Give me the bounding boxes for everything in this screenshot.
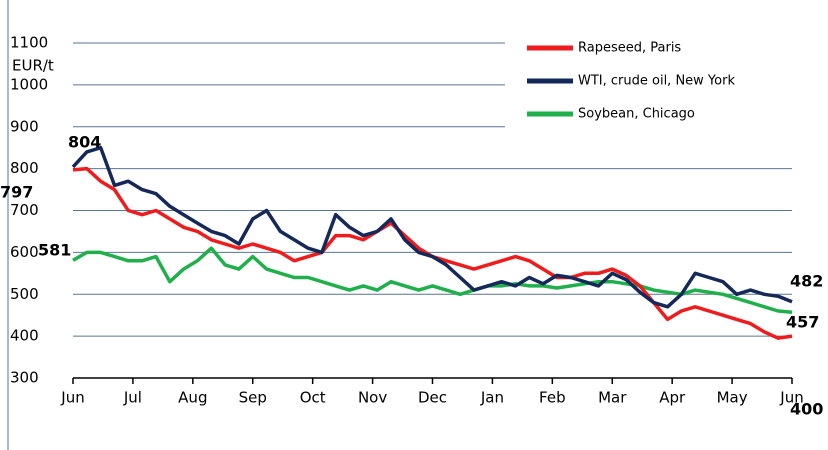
x-tick-label: Jul xyxy=(123,389,142,407)
legend-label: Soybean, Chicago xyxy=(578,107,695,122)
value-label: 797 xyxy=(0,183,33,202)
y-tick-label: 1100 xyxy=(10,34,48,52)
value-label: 482 xyxy=(790,272,823,291)
y-tick-label: 800 xyxy=(10,159,39,177)
value-label: 400 xyxy=(790,400,823,419)
x-tick-label: Nov xyxy=(358,389,387,407)
y-tick-label: 400 xyxy=(10,327,39,345)
y-tick-label: 900 xyxy=(10,117,39,135)
x-tick-label: Apr xyxy=(659,389,686,407)
value-label: 581 xyxy=(38,241,71,260)
y-tick-label: 500 xyxy=(10,285,39,303)
x-tick-label: Jun xyxy=(779,389,803,407)
y-tick-label: 1000 xyxy=(10,75,48,93)
x-tick-label: Dec xyxy=(418,389,447,407)
series-line xyxy=(71,145,793,309)
y-tick-label: 600 xyxy=(10,243,39,261)
y-tick-label: 700 xyxy=(10,201,39,219)
x-tick-label: Sep xyxy=(239,389,267,407)
x-tick-label: Jun xyxy=(60,389,84,407)
series-line xyxy=(72,246,793,315)
x-tick-label: Feb xyxy=(539,389,566,407)
x-tick-label: Jan xyxy=(480,389,504,407)
y-axis-label: EUR/t xyxy=(12,57,54,75)
x-tick-label: Aug xyxy=(178,389,207,407)
value-label: 457 xyxy=(786,313,819,332)
y-tick-label: 300 xyxy=(10,369,39,387)
x-tick-label: May xyxy=(717,389,748,407)
x-tick-label: Oct xyxy=(300,389,326,407)
value-label: 804 xyxy=(68,133,101,152)
legend-label: Rapeseed, Paris xyxy=(578,41,681,56)
x-tick-label: Mar xyxy=(598,389,627,407)
legend-label: WTI, crude oil, New York xyxy=(578,74,735,89)
series-line xyxy=(72,166,793,340)
